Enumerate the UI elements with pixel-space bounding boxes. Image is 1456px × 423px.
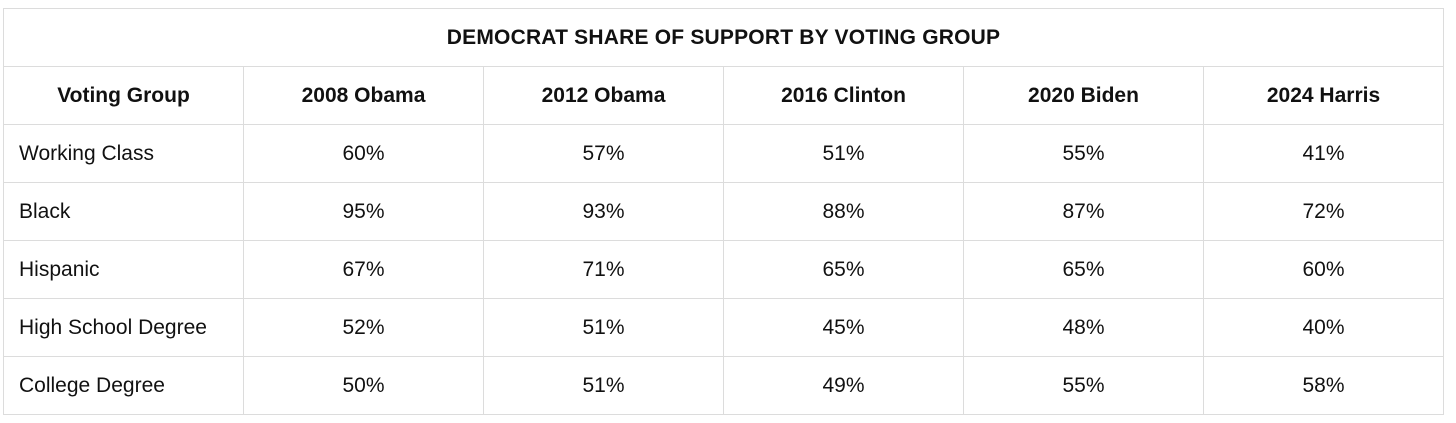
table-cell: 58% bbox=[1202, 356, 1445, 415]
header-row: Voting Group 2008 Obama 2012 Obama 2016 … bbox=[3, 66, 1445, 125]
table-cell: 93% bbox=[483, 182, 724, 241]
header-2012-obama: 2012 Obama bbox=[483, 66, 724, 125]
table-row: Hispanic 67% 71% 65% 65% 60% bbox=[3, 240, 1445, 299]
header-2016-clinton: 2016 Clinton bbox=[723, 66, 964, 125]
table-cell: 72% bbox=[1202, 182, 1445, 241]
table-cell: 45% bbox=[723, 298, 964, 357]
table-cell: 49% bbox=[723, 356, 964, 415]
table-cell: 88% bbox=[723, 182, 964, 241]
header-voting-group: Voting Group bbox=[3, 66, 244, 125]
header-2020-biden: 2020 Biden bbox=[963, 66, 1204, 125]
table-row: Black 95% 93% 88% 87% 72% bbox=[3, 182, 1445, 241]
table-cell: 52% bbox=[243, 298, 484, 357]
table-cell: 60% bbox=[243, 124, 484, 183]
table-cell: 40% bbox=[1202, 298, 1445, 357]
table-cell: 48% bbox=[963, 298, 1204, 357]
table-cell: 95% bbox=[243, 182, 484, 241]
table-cell: 57% bbox=[483, 124, 724, 183]
title-row: DEMOCRAT SHARE OF SUPPORT BY VOTING GROU… bbox=[2, 8, 1445, 67]
table-row: College Degree 50% 51% 49% 55% 58% bbox=[3, 356, 1445, 415]
row-label: Hispanic bbox=[3, 240, 244, 299]
table-cell: 65% bbox=[723, 240, 964, 299]
table-cell: 51% bbox=[483, 356, 724, 415]
row-label: Black bbox=[3, 182, 244, 241]
table-cell: 41% bbox=[1202, 124, 1445, 183]
table-cell: 55% bbox=[963, 356, 1204, 415]
row-label: Working Class bbox=[3, 124, 244, 183]
support-table-container: DEMOCRAT SHARE OF SUPPORT BY VOTING GROU… bbox=[2, 8, 1445, 415]
header-2008-obama: 2008 Obama bbox=[243, 66, 484, 125]
table-cell: 67% bbox=[243, 240, 484, 299]
table-cell: 51% bbox=[723, 124, 964, 183]
table-cell: 50% bbox=[243, 356, 484, 415]
row-label: High School Degree bbox=[3, 298, 244, 357]
table-title: DEMOCRAT SHARE OF SUPPORT BY VOTING GROU… bbox=[2, 8, 1445, 67]
row-label: College Degree bbox=[3, 356, 244, 415]
table-cell: 65% bbox=[963, 240, 1204, 299]
support-table: DEMOCRAT SHARE OF SUPPORT BY VOTING GROU… bbox=[2, 8, 1445, 415]
table-cell: 71% bbox=[483, 240, 724, 299]
header-2024-harris: 2024 Harris bbox=[1202, 66, 1445, 125]
table-cell: 51% bbox=[483, 298, 724, 357]
table-row: Working Class 60% 57% 51% 55% 41% bbox=[3, 124, 1445, 183]
table-row: High School Degree 52% 51% 45% 48% 40% bbox=[3, 298, 1445, 357]
table-cell: 87% bbox=[963, 182, 1204, 241]
table-cell: 55% bbox=[963, 124, 1204, 183]
table-cell: 60% bbox=[1202, 240, 1445, 299]
